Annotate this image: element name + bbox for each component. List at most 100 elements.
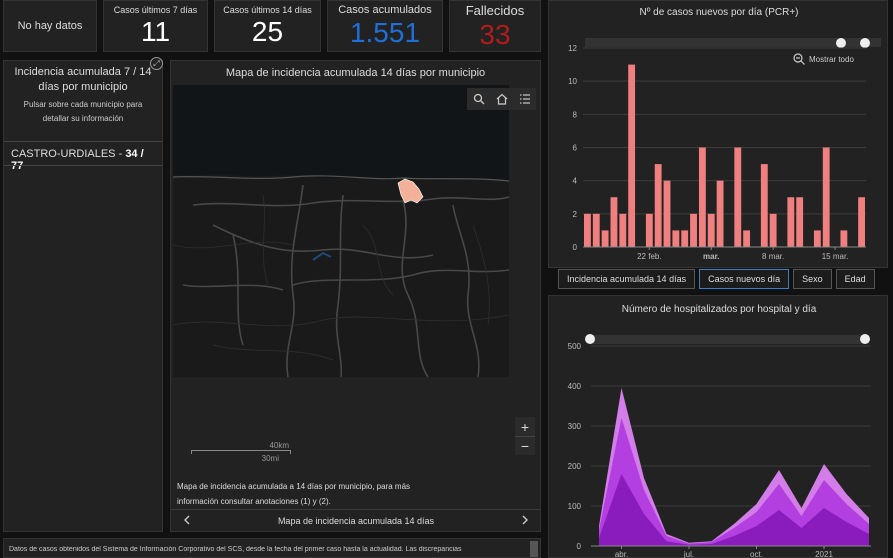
y-tick-label: 300: [568, 422, 582, 431]
previous-arrow-icon[interactable]: [183, 515, 191, 527]
deaths-value: 33: [479, 18, 511, 50]
bar: [628, 64, 636, 247]
x-tick-label: mar.: [703, 252, 719, 261]
bar: [592, 213, 600, 247]
bar: [707, 213, 715, 247]
hospital-chart-title: Número de hospitalizados por hospital y …: [621, 304, 817, 315]
legend-list-icon[interactable]: [513, 88, 536, 110]
y-tick-label: 12: [568, 44, 577, 53]
zoom-out-icon: [793, 53, 805, 65]
map-note: Mapa de incidencia acumulada a 14 días p…: [177, 482, 411, 506]
daily-cases-chart: 0 2 4 6 8 10 12 22 feb. mar. 8 mar. 15 mar.: [568, 38, 881, 261]
y-tick-label: 200: [568, 462, 582, 471]
bar: [787, 197, 795, 247]
tab-sex[interactable]: Sexo: [793, 269, 832, 289]
bar: [716, 180, 724, 247]
cases-7-days-box: Casos últimos 7 días 11: [103, 0, 208, 52]
tab-new-cases[interactable]: Casos nuevos día: [699, 269, 790, 289]
series-area: [599, 474, 869, 546]
bar: [858, 197, 865, 247]
next-arrow-icon[interactable]: [521, 515, 529, 527]
y-tick-label: 4: [573, 177, 578, 186]
hospital-panel: Número de hospitalizados por hospital y …: [548, 295, 888, 558]
municipality-value: 34 / 77: [11, 148, 144, 172]
bar: [610, 197, 618, 247]
bar: [769, 213, 777, 247]
municipality-panel: ⤢ Incidencia acumulada 7 / 14 días por m…: [3, 57, 163, 532]
tab-incidence-14[interactable]: Incidencia acumulada 14 días: [558, 269, 696, 289]
cases-total-value: 1.551: [349, 17, 421, 49]
y-tick-label: 8: [573, 110, 578, 119]
bar: [698, 147, 706, 247]
chart-tabs: Incidencia acumulada 14 días Casos nuevo…: [558, 269, 875, 289]
map-panel: Mapa de incidencia acumulada 14 días por…: [170, 60, 541, 532]
expand-icon[interactable]: ⤢: [150, 57, 163, 70]
bar: [619, 213, 627, 247]
deaths-box: Fallecidos 33: [449, 0, 541, 52]
bar: [584, 213, 591, 247]
map-canvas[interactable]: [173, 85, 509, 377]
cases-total-box: Casos acumulados 1.551: [327, 0, 443, 52]
footer-text: Datos de casos obtenidos del Sistema de …: [9, 546, 462, 553]
bar: [743, 230, 751, 247]
cases-14-days-label: Casos últimos 14 días: [223, 5, 312, 16]
bar: [601, 230, 609, 247]
x-tick-label: 8 mar.: [762, 252, 784, 261]
municipality-panel-title: Incidencia acumulada 7 / 14 días por mun…: [14, 66, 152, 93]
bar: [760, 164, 768, 247]
scale-mi: 30mi: [261, 454, 279, 463]
bar: [840, 230, 848, 247]
y-tick-label: 2: [573, 210, 578, 219]
footer-notes: Datos de casos obtenidos del Sistema de …: [3, 538, 541, 558]
municipality-panel-subtitle: Pulsar sobre cada municipio para detalla…: [23, 100, 143, 123]
map-navigation: Mapa de incidencia acumulada 14 días: [183, 513, 529, 529]
cases-14-days-box: Casos últimos 14 días 25: [214, 0, 321, 52]
range-slider-track: [589, 335, 869, 344]
bar: [690, 213, 697, 247]
range-slider-handle-start: [585, 334, 595, 344]
bar: [654, 164, 662, 247]
scale-bar: 40km 30mi: [191, 441, 291, 463]
municipality-row[interactable]: CASTRO-URDIALES - 34 / 77: [11, 148, 144, 172]
x-tick-label: 2021: [815, 550, 833, 558]
map-title: Mapa de incidencia acumulada 14 días por…: [225, 67, 486, 79]
no-data-box: No hay datos: [3, 0, 97, 52]
zoom-in-button[interactable]: +: [520, 418, 530, 435]
x-tick-label: 22 feb.: [637, 252, 661, 261]
divider: [4, 141, 162, 142]
municipality-name: CASTRO-URDIALES: [11, 148, 116, 160]
municipality-panel-header: Incidencia acumulada 7 / 14 días por mun…: [4, 61, 162, 130]
range-slider-track: [585, 38, 881, 47]
tab-age[interactable]: Edad: [835, 269, 875, 289]
y-tick-label: 10: [568, 77, 577, 86]
daily-cases-panel: Nº de casos nuevos por día (PCR+) 0 2 4 6 8 1…: [548, 0, 888, 268]
castro-urdiales-region[interactable]: [397, 178, 424, 204]
deaths-label: Fallecidos: [465, 2, 525, 18]
cases-14-days-value: 25: [251, 16, 284, 48]
home-icon[interactable]: [490, 88, 513, 110]
bar: [672, 230, 680, 247]
y-tick-label: 100: [568, 502, 582, 511]
search-icon[interactable]: [467, 88, 490, 110]
y-tick-label: 500: [568, 342, 582, 351]
range-slider-handle-end: [860, 334, 870, 344]
bar: [813, 230, 821, 247]
scale-km: 40km: [269, 441, 289, 450]
show-all-button[interactable]: Mostrar todo: [793, 53, 854, 65]
bar: [645, 213, 653, 247]
x-tick-label: jul.: [683, 550, 694, 558]
zoom-out-button[interactable]: −: [515, 436, 535, 455]
cases-7-days-value: 11: [140, 16, 171, 48]
bar: [796, 197, 804, 247]
footer-scrollbar[interactable]: [530, 541, 538, 557]
x-tick-label: oct.: [750, 550, 763, 558]
y-tick-label: 400: [568, 382, 582, 391]
cases-7-days-label: Casos últimos 7 días: [113, 5, 198, 16]
bar: [822, 147, 830, 247]
y-tick-label: 6: [573, 144, 578, 153]
zoom-control: + −: [515, 417, 535, 455]
range-slider-handle-start: [836, 38, 846, 48]
no-data-label: No hay datos: [17, 20, 83, 32]
x-tick-label: abr.: [615, 550, 628, 558]
divider: [4, 165, 162, 166]
